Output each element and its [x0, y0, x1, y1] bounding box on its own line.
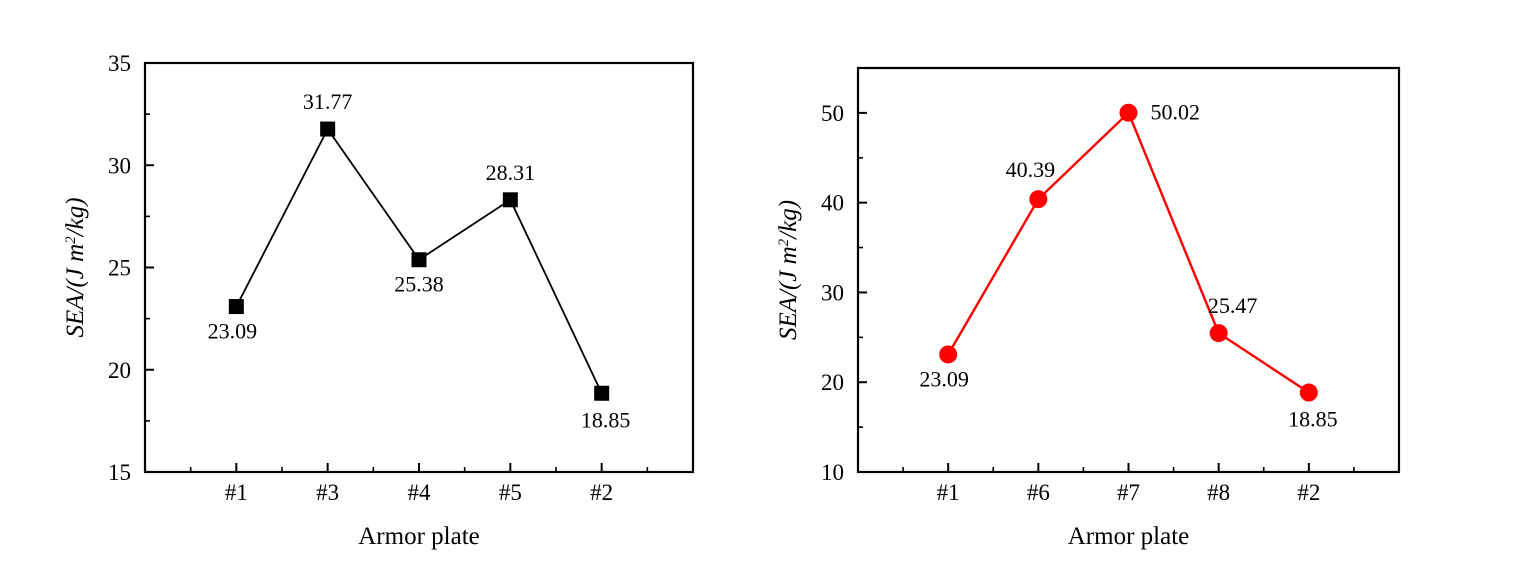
y-axis-tick-label: 20	[108, 358, 131, 383]
data-point-label: 31.77	[303, 89, 353, 114]
data-point-label: 25.38	[394, 272, 444, 297]
data-point-label: 40.39	[1006, 157, 1056, 182]
y-axis-title: SEA/(J m2/kg)	[775, 200, 802, 340]
y-axis-tick-label: 30	[821, 280, 844, 305]
y-axis-tick-label: 50	[821, 101, 844, 126]
chart-panel-left: 15 20 25 30 35 #1 #3 #4 #5 #2 23.09 31.77 25.38 28.31…	[62, 51, 695, 550]
data-point-marker[interactable]	[502, 192, 518, 208]
y-axis-tick-label: 25	[108, 256, 131, 281]
data-point-label: 23.09	[208, 319, 258, 344]
x-axis-tick-label: #2	[590, 480, 613, 505]
x-axis-tick-label: #4	[408, 480, 432, 505]
x-axis-tick-label: #6	[1027, 480, 1050, 505]
chart-svg-left: 15 20 25 30 35 #1 #3 #4 #5 #2 23.09 31.77 25.38 28.31…	[62, 51, 695, 550]
series-line	[947, 110, 1310, 394]
data-point-marker[interactable]	[1209, 324, 1228, 343]
x-axis-tick-label: #2	[1297, 480, 1320, 505]
x-axis-tick-label: #8	[1207, 480, 1230, 505]
data-point-label: 18.85	[581, 407, 631, 432]
data-point-label: 28.31	[486, 160, 536, 185]
y-axis-title: SEA/(J m2/kg)	[62, 197, 89, 337]
chart-panel-right: 10 20 30 40 50 #1 #6 #7 #8 #2 23.09 40.39 50.02 25.47…	[762, 0, 1524, 567]
x-axis-tick-label: #1	[225, 480, 248, 505]
x-axis-tick-label: #5	[499, 480, 522, 505]
x-axis-title: Armor plate	[358, 523, 479, 550]
data-point-label: 18.85	[1288, 407, 1338, 432]
data-point-label: 23.09	[919, 366, 969, 391]
y-axis-tick-label: 15	[108, 460, 131, 485]
y-axis-tick-label: 40	[821, 191, 844, 216]
x-axis-title: Armor plate	[1068, 523, 1189, 550]
data-point-marker[interactable]	[411, 252, 427, 268]
data-point-label: 25.47	[1208, 293, 1258, 318]
data-point-marker[interactable]	[939, 345, 958, 364]
y-axis-tick-label: 20	[821, 370, 844, 395]
data-point-marker[interactable]	[228, 299, 244, 315]
data-point-marker[interactable]	[1119, 103, 1138, 122]
y-axis-tick-label: 35	[108, 51, 131, 76]
y-axis-tick-label: 10	[821, 460, 844, 485]
data-point-marker[interactable]	[1299, 383, 1318, 402]
y-axis-tick-label: 30	[108, 153, 131, 178]
chart-svg-right: 10 20 30 40 50 #1 #6 #7 #8 #2 23.09 40.39 50.02 25.47…	[775, 66, 1401, 550]
data-point-marker[interactable]	[1029, 190, 1048, 209]
x-axis-tick-label: #7	[1117, 480, 1140, 505]
x-axis-tick-label: #1	[937, 480, 960, 505]
x-axis-tick-label: #3	[316, 480, 339, 505]
data-point-marker[interactable]	[320, 121, 336, 137]
data-point-label: 50.02	[1151, 100, 1201, 125]
data-point-marker[interactable]	[594, 385, 610, 401]
